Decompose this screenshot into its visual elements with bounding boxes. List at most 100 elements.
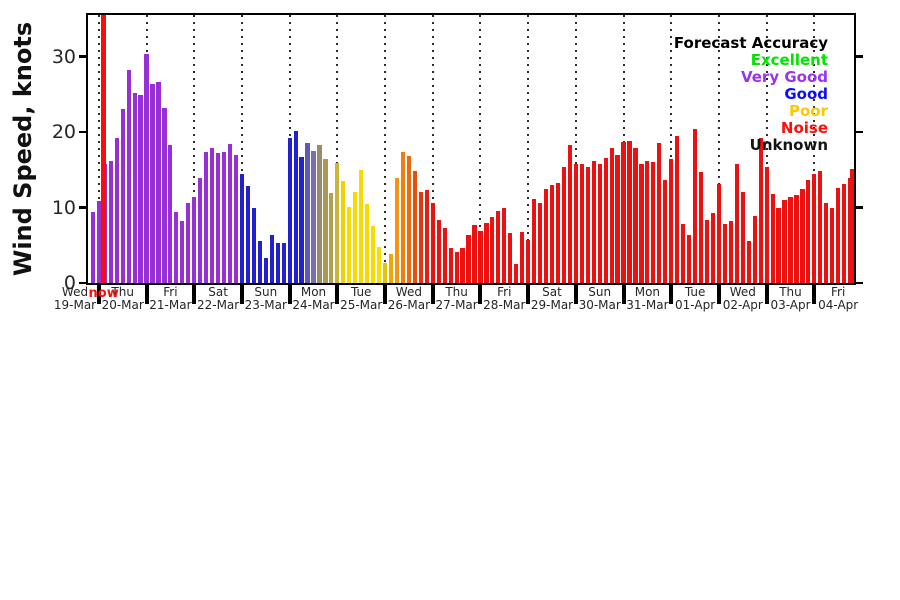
day-separator-tick bbox=[287, 283, 292, 304]
wind-speed-bar bbox=[174, 212, 179, 283]
day-label: Fri 28-Mar bbox=[473, 286, 535, 312]
wind-speed-bar bbox=[371, 226, 376, 283]
day-name: Sat bbox=[208, 285, 228, 299]
y-tick-mark-right bbox=[856, 130, 863, 134]
y-tick-mark bbox=[79, 55, 88, 58]
wind-speed-bar bbox=[561, 166, 566, 283]
wind-speed-bar bbox=[549, 184, 555, 283]
wind-speed-bar bbox=[293, 131, 298, 283]
wind-speed-bar bbox=[394, 178, 400, 283]
day-gridline bbox=[574, 15, 577, 283]
wind-speed-bar bbox=[180, 221, 185, 283]
wind-speed-bar bbox=[842, 184, 847, 283]
y-tick-mark bbox=[79, 206, 88, 209]
wind-speed-bar bbox=[484, 222, 489, 283]
day-label: Wed 19-Mar bbox=[44, 286, 106, 312]
day-label: Fri 21-Mar bbox=[139, 286, 201, 312]
day-gridline bbox=[479, 15, 482, 283]
wind-speed-bar bbox=[746, 241, 751, 283]
day-separator-tick bbox=[526, 283, 531, 304]
day-separator-tick bbox=[192, 283, 197, 304]
wind-speed-bar bbox=[144, 53, 149, 283]
wind-speed-bar bbox=[663, 180, 668, 283]
wind-speed-bar bbox=[788, 196, 793, 283]
wind-speed-bar bbox=[478, 230, 483, 283]
wind-speed-bar bbox=[454, 252, 459, 283]
wind-speed-bar bbox=[526, 239, 531, 283]
day-name: Sun bbox=[254, 285, 278, 299]
wind-speed-bar bbox=[585, 166, 590, 283]
day-gridline bbox=[336, 15, 339, 283]
day-separator-tick bbox=[669, 283, 674, 304]
day-name: Thu bbox=[111, 285, 134, 299]
wind-speed-bar bbox=[615, 155, 620, 283]
wind-speed-bar bbox=[758, 138, 763, 283]
wind-speed-bar bbox=[347, 206, 352, 283]
plot-area bbox=[86, 13, 856, 285]
day-separator-tick bbox=[383, 283, 388, 304]
day-label: Wed 26-Mar bbox=[378, 286, 440, 312]
day-label: Sat 22-Mar bbox=[187, 286, 249, 312]
wind-speed-bar bbox=[836, 187, 841, 283]
wind-speed-bar bbox=[424, 190, 429, 283]
wind-speed-bar bbox=[532, 199, 537, 283]
wind-speed-bar bbox=[281, 243, 286, 283]
day-date: 30-Mar bbox=[578, 298, 621, 312]
wind-speed-bar bbox=[430, 202, 435, 283]
wind-speed-bar bbox=[627, 141, 632, 283]
wind-speed-bar bbox=[108, 161, 113, 283]
wind-speed-bar bbox=[323, 159, 328, 283]
y-tick-label: 10 bbox=[51, 196, 76, 219]
wind-speed-bar bbox=[311, 150, 316, 283]
wind-speed-bar bbox=[543, 188, 549, 283]
wind-speed-bar bbox=[90, 212, 95, 283]
wind-speed-bar bbox=[359, 169, 364, 283]
wind-speed-bar bbox=[651, 162, 656, 283]
wind-speed-bar bbox=[239, 173, 245, 283]
wind-speed-bar bbox=[353, 191, 358, 283]
wind-speed-bar bbox=[162, 107, 167, 283]
y-tick-mark bbox=[79, 130, 88, 134]
forecast-accuracy-legend: Forecast Accuracy Excellent Very Good Good… bbox=[674, 35, 828, 154]
wind-speed-bar bbox=[555, 183, 561, 283]
day-separator-tick bbox=[573, 283, 578, 304]
wind-speed-bar bbox=[269, 235, 274, 283]
wind-speed-bar bbox=[192, 196, 197, 283]
wind-speed-bar bbox=[603, 158, 608, 283]
wind-speed-bar bbox=[186, 202, 191, 283]
wind-speed-bar bbox=[728, 221, 733, 283]
wind-speed-bar bbox=[96, 201, 101, 283]
wind-speed-bar bbox=[639, 164, 644, 283]
day-date: 28-Mar bbox=[483, 298, 526, 312]
day-date: 02-Apr bbox=[722, 298, 763, 312]
day-name: Wed bbox=[729, 285, 756, 299]
wind-speed-bar bbox=[698, 172, 704, 283]
day-gridline bbox=[431, 15, 434, 283]
wind-speed-bar bbox=[382, 263, 388, 283]
day-separator-tick bbox=[812, 283, 817, 304]
wind-speed-bar bbox=[693, 129, 698, 283]
wind-speed-bar bbox=[687, 234, 692, 283]
day-name: Sat bbox=[542, 285, 562, 299]
day-date: 26-Mar bbox=[387, 298, 431, 312]
wind-speed-bar bbox=[752, 215, 757, 283]
wind-speed-bar bbox=[812, 174, 817, 283]
day-name: Fri bbox=[163, 285, 178, 299]
day-label: Wed 02-Apr bbox=[712, 286, 774, 312]
day-name: Thu bbox=[779, 285, 802, 299]
day-date: 01-Apr bbox=[675, 298, 716, 312]
wind-speed-bar bbox=[335, 162, 340, 283]
day-separator-tick bbox=[764, 283, 769, 304]
wind-speed-bar bbox=[126, 70, 131, 283]
day-date: 22-Mar bbox=[196, 298, 240, 312]
day-label: Mon 24-Mar bbox=[283, 286, 345, 312]
wind-speed-bar bbox=[621, 141, 626, 283]
wind-speed-bar bbox=[257, 241, 262, 283]
day-label: Thu 03-Apr bbox=[760, 286, 822, 312]
day-date: 29-Mar bbox=[530, 298, 574, 312]
legend-entry-excellent: Excellent bbox=[750, 51, 828, 69]
wind-speed-bar bbox=[669, 159, 674, 283]
wind-speed-bar bbox=[114, 138, 119, 283]
wind-speed-bar bbox=[567, 144, 572, 283]
day-label: Fri 04-Apr bbox=[807, 286, 869, 312]
